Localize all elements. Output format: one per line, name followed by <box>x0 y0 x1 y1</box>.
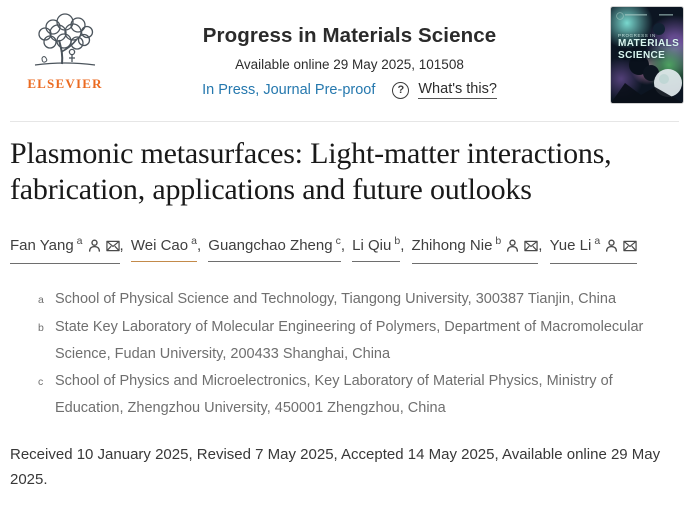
affiliation-item: b State Key Laboratory of Molecular Engin… <box>38 314 679 368</box>
elsevier-wordmark: ELSEVIER <box>27 76 103 91</box>
author-link[interactable]: Yue Li a <box>549 228 638 264</box>
affiliation-text: School of Physical Science and Technolog… <box>55 291 617 307</box>
author-separator: , <box>196 237 206 254</box>
author-separator: , <box>340 237 350 254</box>
received-dates: Received 10 January 2025, Revised 7 May … <box>10 446 661 488</box>
cover-title-word2: SCIENCE <box>618 49 666 61</box>
affiliation-list: a School of Physical Science and Technolo… <box>38 286 679 422</box>
author-list: Fan Yang a, Wei Cao a, Guangchao Zheng c, L… <box>10 228 679 264</box>
author-name: Guangchao Zheng <box>208 237 333 254</box>
elsevier-logo[interactable]: ELSEVIER <box>22 12 108 92</box>
author-name: Zhihong Nie <box>411 237 493 254</box>
affiliation-item: a School of Physical Science and Technolo… <box>38 286 679 314</box>
affiliation-text: School of Physics and Microelectronics, … <box>55 373 613 416</box>
email-icon <box>105 235 120 261</box>
person-icon <box>605 235 618 261</box>
author-affiliation-sup: a <box>76 235 83 247</box>
author-name: Yue Li <box>549 237 592 254</box>
author-link[interactable]: Fan Yang a <box>10 228 120 264</box>
cover-title-word1: MATERIALS <box>618 38 680 50</box>
author-name: Fan Yang <box>10 237 74 254</box>
author-separator: , <box>538 237 547 254</box>
article-title: Plasmonic metasurfaces: Light-matter int… <box>10 137 612 206</box>
person-icon <box>506 235 519 261</box>
affiliation-sup: b <box>38 322 44 334</box>
page-header: ELSEVIER Progress in Materials Science A… <box>10 0 683 122</box>
author-link[interactable]: Zhihong Nie b <box>411 228 539 264</box>
author-link[interactable]: Li Qiu b <box>352 228 401 262</box>
author-affiliation-sup: b <box>495 235 502 247</box>
author-name: Li Qiu <box>352 237 392 254</box>
author-affiliation-sup: a <box>594 235 601 247</box>
journal-title-link[interactable]: Progress in Materials Science <box>202 24 497 47</box>
journal-cover-thumbnail[interactable]: PROGRESS IN MATERIALS SCIENCE <box>611 7 683 103</box>
affiliation-sup: c <box>38 376 44 388</box>
journal-info: Progress in Materials Science Available … <box>130 24 569 99</box>
whats-this-link[interactable]: What's this? <box>418 81 497 99</box>
email-icon <box>623 235 637 261</box>
author-separator: , <box>119 237 128 254</box>
elsevier-tree-icon <box>22 12 108 75</box>
availability-text: Available online 29 May 2025, 101508 <box>235 57 464 72</box>
cover-art <box>611 7 683 103</box>
affiliation-sup: a <box>38 294 44 306</box>
cover-title: PROGRESS IN MATERIALS SCIENCE <box>611 33 683 61</box>
in-press-link[interactable]: In Press, Journal Pre-proof <box>202 82 376 98</box>
article-front-matter: Plasmonic metasurfaces: Light-matter int… <box>0 136 689 492</box>
person-icon <box>88 235 101 261</box>
cover-title-kicker: PROGRESS IN <box>618 33 656 38</box>
author-name: Wei Cao <box>130 237 189 254</box>
author-separator: , <box>400 237 409 254</box>
author-affiliation-sup: c <box>335 235 341 247</box>
author-affiliation-sup: a <box>191 235 197 247</box>
author-link[interactable]: Wei Cao a <box>130 228 197 262</box>
author-link[interactable]: Guangchao Zheng c <box>208 228 341 262</box>
affiliation-item: c School of Physics and Microelectronics,… <box>38 368 679 422</box>
author-affiliation-sup: b <box>394 235 401 247</box>
affiliation-text: State Key Laboratory of Molecular Engine… <box>55 319 644 362</box>
email-icon <box>524 235 538 261</box>
question-mark-icon[interactable]: ? <box>392 81 410 99</box>
